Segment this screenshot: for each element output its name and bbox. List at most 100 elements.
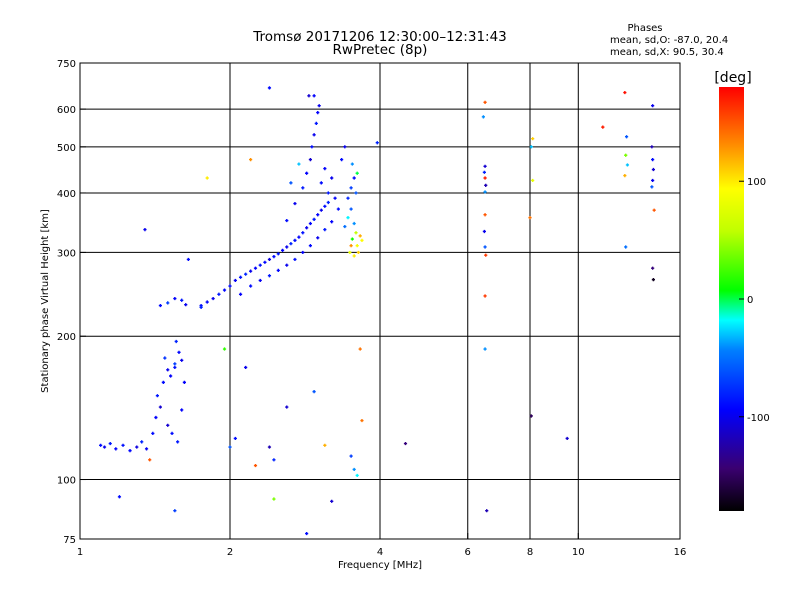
data-point	[336, 207, 340, 211]
data-point	[312, 217, 316, 221]
data-point	[483, 294, 487, 298]
data-point	[333, 196, 337, 200]
data-point	[114, 447, 118, 451]
data-point	[601, 125, 605, 129]
chart-title: Tromsø 20171206 12:30:00–12:31:43	[252, 29, 507, 45]
data-point	[211, 296, 215, 301]
data-point	[343, 145, 347, 149]
data-point	[217, 292, 221, 296]
data-point	[305, 171, 309, 175]
data-point	[285, 218, 289, 223]
data-point	[314, 121, 318, 125]
data-point	[356, 250, 360, 255]
data-point	[238, 275, 243, 279]
data-point	[528, 216, 532, 220]
data-point	[297, 162, 301, 166]
data-point	[650, 145, 654, 149]
data-point	[482, 229, 486, 234]
data-point	[301, 250, 305, 255]
data-point	[316, 213, 320, 217]
data-point	[267, 445, 272, 449]
y-tick-label: 300	[57, 248, 76, 259]
data-point	[531, 178, 535, 183]
y-tick-label: 75	[63, 535, 76, 546]
data-point	[140, 440, 144, 444]
data-point	[352, 176, 356, 180]
data-point	[484, 183, 488, 187]
y-tick-label: 500	[57, 143, 76, 154]
x-tick-label: 10	[572, 547, 585, 558]
x-tick-label: 6	[465, 547, 471, 558]
data-point	[154, 415, 158, 420]
data-point	[249, 284, 253, 288]
data-point	[316, 236, 320, 240]
data-point	[330, 220, 334, 224]
data-point	[483, 176, 487, 180]
data-point	[330, 499, 334, 503]
data-point	[161, 380, 165, 384]
data-point	[483, 347, 487, 351]
data-point	[323, 443, 327, 447]
data-point	[312, 390, 316, 394]
data-point	[233, 278, 237, 283]
data-point	[121, 443, 125, 447]
x-tick-label: 8	[527, 547, 533, 558]
y-axis-label: Stationary phase Virtual Height [km]	[40, 209, 51, 393]
data-point	[267, 274, 272, 278]
phase-stats-x-mode: mean, sd,X: 90.5, 30.4	[610, 47, 724, 58]
data-point	[352, 467, 356, 472]
data-point	[166, 423, 170, 427]
data-point	[151, 431, 155, 435]
colorbar-tick-label: -100	[747, 413, 770, 424]
data-point	[174, 339, 178, 344]
data-point	[249, 158, 253, 162]
data-point	[346, 216, 350, 220]
data-point	[316, 111, 320, 115]
data-point	[319, 181, 323, 185]
data-point	[276, 252, 280, 256]
data-point	[169, 374, 173, 378]
colorbar-tick-label: 100	[747, 177, 766, 188]
data-point	[483, 245, 487, 249]
x-axis-label: Frequency [MHz]	[338, 560, 422, 571]
data-point	[289, 181, 293, 185]
data-point	[285, 245, 289, 249]
data-point	[323, 204, 327, 208]
data-point	[166, 301, 170, 305]
data-point	[244, 365, 248, 370]
data-point	[258, 278, 262, 283]
data-point	[308, 244, 313, 248]
data-point	[624, 153, 628, 157]
data-point	[267, 86, 272, 90]
data-point	[155, 394, 160, 398]
data-point	[186, 257, 190, 262]
data-point	[307, 94, 311, 98]
y-tick-label: 750	[57, 59, 76, 70]
data-point	[484, 253, 488, 257]
chart-subtitle: RwPretec (8p)	[333, 42, 428, 58]
data-point	[301, 186, 305, 190]
data-point	[349, 186, 353, 190]
data-point	[228, 445, 232, 449]
data-point	[358, 234, 362, 238]
data-point	[624, 245, 628, 249]
data-point	[170, 431, 174, 435]
y-tick-label: 100	[57, 476, 76, 487]
data-point	[360, 238, 364, 242]
data-point	[222, 288, 227, 292]
data-point	[330, 176, 334, 180]
data-point	[349, 454, 353, 458]
data-point	[651, 266, 655, 270]
data-point	[483, 190, 487, 194]
x-axis-ticks: 1 2 4 6 8 10 16	[77, 533, 686, 558]
data-point	[624, 135, 629, 139]
data-point	[348, 250, 352, 255]
data-point	[276, 268, 280, 273]
x-tick-label: 4	[377, 547, 383, 558]
data-point	[148, 458, 152, 462]
data-point	[625, 163, 630, 167]
y-tick-label: 400	[57, 189, 76, 200]
data-point	[258, 263, 262, 267]
data-point	[305, 226, 309, 230]
data-point	[350, 237, 354, 241]
